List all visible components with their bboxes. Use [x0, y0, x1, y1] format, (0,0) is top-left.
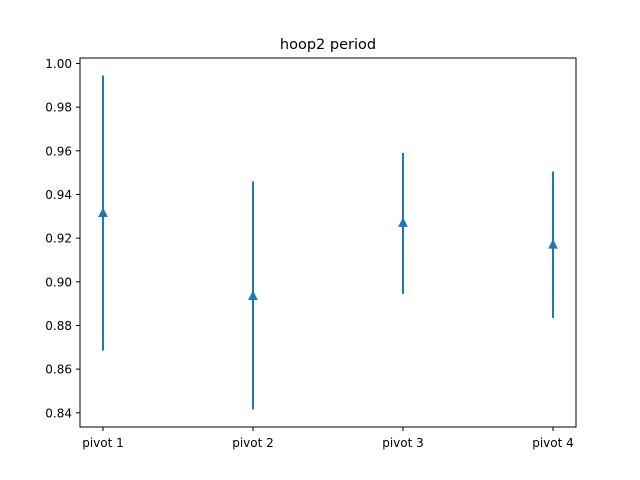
y-tick-label: 0.92 [45, 232, 72, 246]
x-tick-label: pivot 2 [232, 436, 274, 450]
x-axis: pivot 1 pivot 2 pivot 3 pivot 4 [82, 427, 574, 450]
data-point-marker [398, 217, 408, 227]
x-tick-label: pivot 3 [382, 436, 424, 450]
x-tick-label: pivot 1 [82, 436, 124, 450]
y-tick-label: 0.98 [45, 101, 72, 115]
data-point-marker [548, 239, 558, 249]
y-tick-label: 0.86 [45, 363, 72, 377]
chart-title: hoop2 period [280, 37, 376, 53]
marker-series [98, 207, 558, 300]
y-axis: 0.84 0.86 0.88 0.90 0.92 0.94 0.96 0.98 1.00 [45, 57, 80, 420]
x-tick-label: pivot 4 [532, 436, 574, 450]
y-tick-label: 0.90 [45, 275, 72, 289]
y-tick-label: 0.94 [45, 188, 72, 202]
y-tick-label: 0.84 [45, 406, 72, 420]
data-point-marker [98, 207, 108, 218]
y-tick-label: 0.88 [45, 319, 72, 333]
plot-area [80, 58, 576, 427]
y-tick-label: 1.00 [45, 57, 72, 71]
data-point-marker [248, 290, 258, 300]
plot-frame [79, 57, 577, 428]
y-tick-label: 0.96 [45, 144, 72, 158]
